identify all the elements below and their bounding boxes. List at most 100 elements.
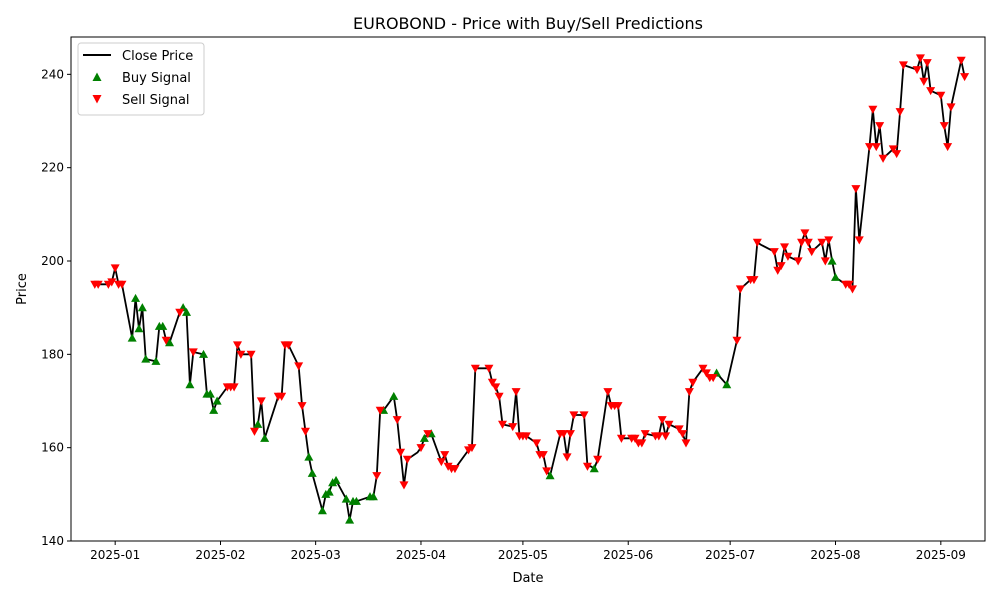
sell-signal-marker: [807, 248, 817, 257]
sell-signal-marker: [868, 105, 878, 114]
sell-signal-marker: [582, 462, 592, 471]
buy-signal-marker: [419, 433, 429, 442]
sell-signal-marker: [878, 154, 888, 163]
buy-signal-marker: [307, 468, 317, 477]
sell-signal-marker: [898, 61, 908, 70]
sell-signal-marker: [470, 364, 480, 373]
legend-label-buy-signal: Buy Signal: [122, 71, 191, 86]
sell-signal-marker: [467, 444, 477, 453]
sell-signal-marker: [946, 103, 956, 112]
buy-signal-marker: [389, 391, 399, 400]
sell-signal-marker: [939, 122, 949, 131]
sell-signal-marker: [664, 420, 674, 429]
buy-signal-marker: [199, 349, 209, 358]
sell-signal-marker: [236, 350, 246, 359]
legend-buy-swatch: [92, 72, 102, 81]
buy-signal-marker: [351, 496, 361, 505]
sell-signal-marker: [844, 280, 854, 289]
sell-signal-marker: [817, 238, 827, 247]
sell-signal-marker: [161, 336, 171, 345]
sell-signal-marker: [919, 77, 929, 86]
sell-signal-marker: [613, 402, 623, 411]
x-tick-label: 2025-02: [195, 548, 245, 562]
sell-signal-marker: [936, 91, 946, 100]
sell-signal-marker: [854, 236, 864, 245]
sell-signal-marker: [396, 448, 406, 457]
buy-signal-marker: [341, 494, 351, 503]
sell-signal-marker: [229, 383, 239, 392]
buy-signal-marker: [260, 433, 270, 442]
sell-signal-marker: [820, 257, 830, 266]
chart-title: EUROBOND - Price with Buy/Sell Predictio…: [353, 14, 703, 33]
buy-signal-marker: [165, 338, 175, 347]
sell-signal-marker: [783, 252, 793, 261]
buy-signal-marker: [827, 256, 837, 265]
sell-signal-marker: [117, 280, 127, 289]
sell-signal-marker: [943, 143, 953, 152]
x-tick-label: 2025-09: [916, 548, 966, 562]
sell-signal-marker: [542, 467, 552, 476]
sell-signal-marker: [440, 451, 450, 460]
sell-signal-marker: [538, 451, 548, 460]
sell-signal-marker: [256, 397, 266, 406]
sell-signal-marker: [960, 73, 970, 82]
sell-signal-marker: [654, 432, 664, 441]
sell-signal-marker: [773, 266, 783, 275]
sell-signal-marker: [864, 143, 874, 152]
buy-signal-marker: [722, 380, 732, 389]
sell-signal-marker: [565, 430, 575, 439]
sell-signal-marker: [107, 278, 117, 287]
sell-signal-marker: [769, 248, 779, 257]
sell-signal-marker: [776, 262, 786, 271]
buy-signal-marker: [141, 354, 151, 363]
sell-signal-marker: [657, 416, 667, 425]
sell-signal-marker: [701, 369, 711, 378]
sell-signal-marker: [579, 411, 589, 420]
y-tick-label: 160: [41, 441, 64, 455]
sell-signal-marker: [300, 427, 310, 436]
sell-signal-marker: [681, 439, 691, 448]
sell-signal-marker: [188, 348, 198, 357]
sell-signal-marker: [708, 374, 718, 383]
sell-signal-marker: [297, 402, 307, 411]
sell-signal-marker: [735, 285, 745, 294]
sell-signal-marker: [249, 427, 259, 436]
sell-signal-marker: [494, 392, 504, 401]
buy-signal-marker: [151, 356, 161, 365]
sell-signal-marker: [283, 341, 293, 350]
sell-signal-marker: [416, 444, 426, 453]
sell-signal-marker: [521, 432, 531, 441]
sell-signal-marker: [888, 145, 898, 154]
sell-signal-marker: [875, 122, 885, 131]
buy-signal-marker: [368, 492, 378, 501]
sell-signal-marker: [110, 264, 120, 273]
sell-signal-marker: [851, 185, 861, 194]
sell-signal-marker: [895, 108, 905, 117]
x-tick-label: 2025-08: [810, 548, 860, 562]
sell-signal-marker: [674, 425, 684, 434]
sell-signal-marker: [399, 481, 409, 490]
y-axis: 140 160 180 200 220 240: [41, 67, 71, 548]
sell-signal-marker: [749, 276, 759, 285]
buy-signal-marker: [209, 405, 219, 414]
x-tick-label: 2025-06: [603, 548, 653, 562]
sell-signal-marker: [684, 388, 694, 397]
buy-signal-marker: [589, 464, 599, 473]
sell-signal-marker: [824, 236, 834, 245]
sell-signal-marker: [562, 453, 572, 462]
x-tick-label: 2025-03: [291, 548, 341, 562]
sell-signal-marker: [922, 59, 932, 68]
sell-signal-marker: [603, 388, 613, 397]
sell-signal-marker: [926, 87, 936, 96]
x-tick-label: 2025-04: [396, 548, 446, 562]
sell-signal-marker: [803, 238, 813, 247]
y-tick-label: 140: [41, 534, 64, 548]
sell-signal-marker: [436, 458, 446, 467]
sell-signal-marker: [569, 411, 579, 420]
sell-signal-marker: [616, 434, 626, 443]
buy-signal-marker: [134, 324, 144, 333]
sell-signal-marker: [678, 430, 688, 439]
sell-signal-marker: [871, 143, 881, 152]
buy-signal-marker: [205, 389, 215, 398]
